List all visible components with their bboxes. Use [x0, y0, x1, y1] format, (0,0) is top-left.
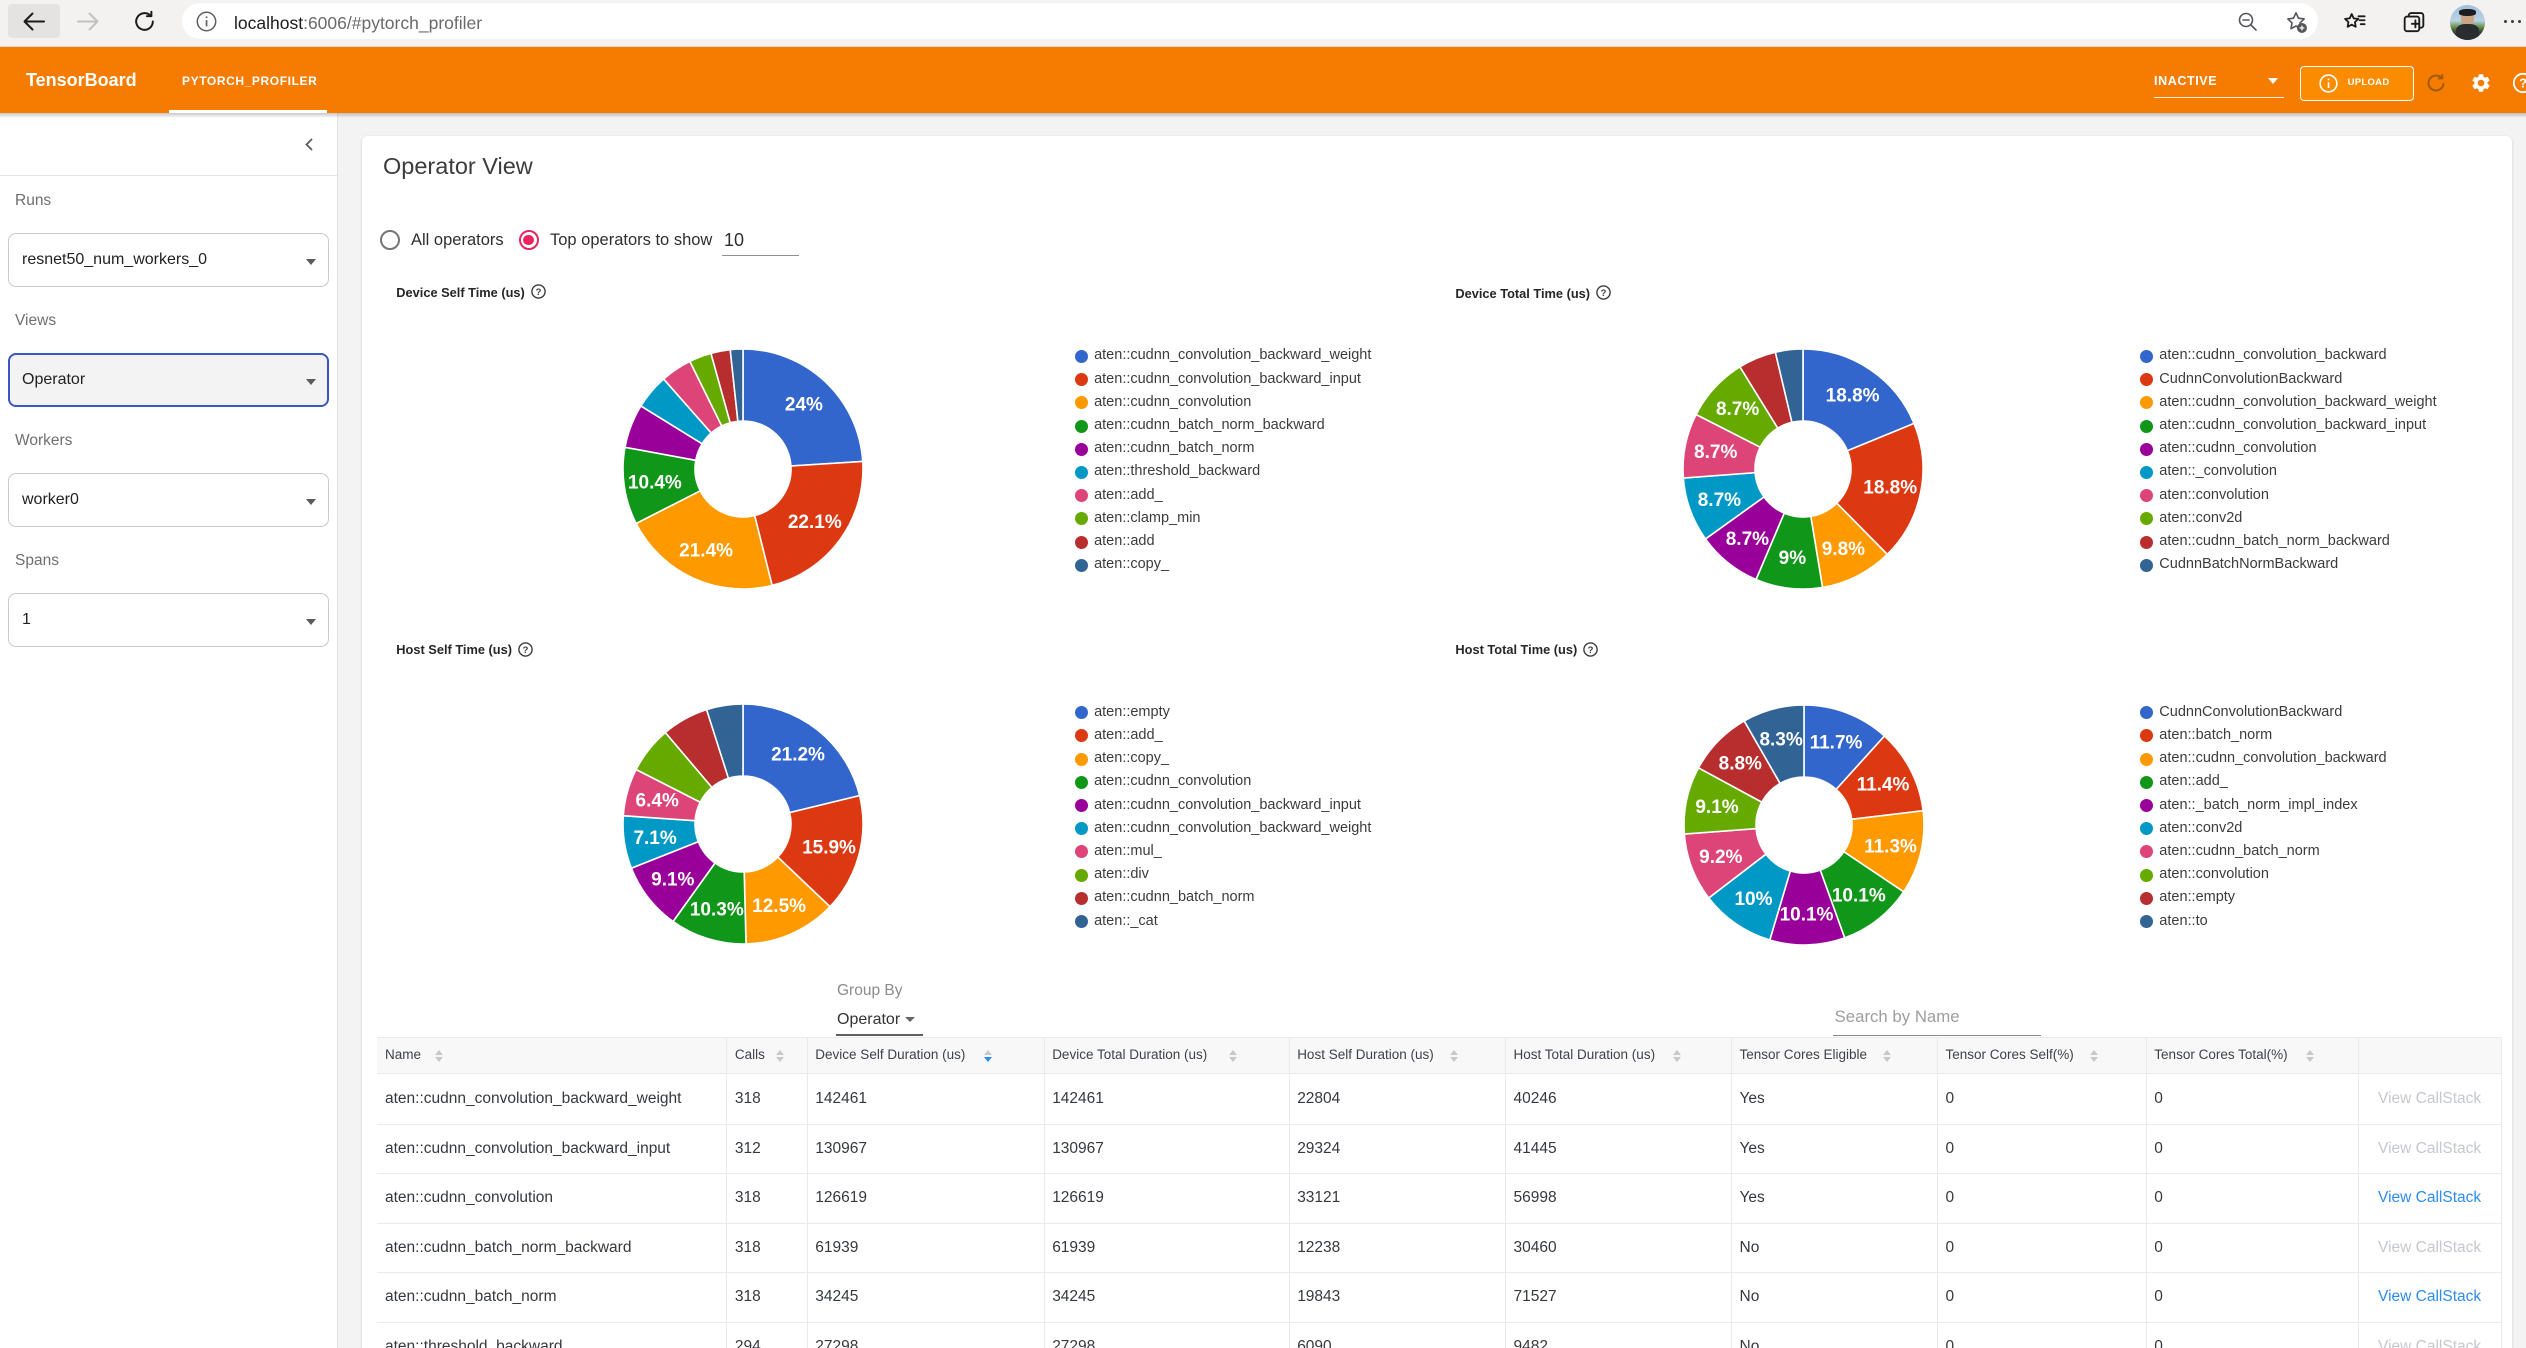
svg-text:11.7%: 11.7%: [1809, 732, 1862, 753]
svg-text:?: ?: [535, 287, 541, 298]
svg-text:10.4%: 10.4%: [627, 472, 681, 493]
svg-text:18.8%: 18.8%: [1863, 477, 1917, 498]
svg-text:9.2%: 9.2%: [1699, 847, 1742, 868]
svg-text:21.4%: 21.4%: [679, 540, 733, 561]
svg-text:21.2%: 21.2%: [771, 745, 825, 766]
svg-text:9.1%: 9.1%: [651, 870, 694, 891]
svg-text:10.3%: 10.3%: [690, 900, 744, 921]
svg-text:12.5%: 12.5%: [752, 896, 806, 917]
svg-text:9.1%: 9.1%: [1695, 796, 1738, 817]
svg-text:6.4%: 6.4%: [636, 791, 679, 812]
svg-text:?: ?: [1588, 645, 1594, 656]
svg-text:11.3%: 11.3%: [1864, 836, 1917, 857]
svg-text:9.8%: 9.8%: [1822, 538, 1865, 559]
svg-text:18.8%: 18.8%: [1826, 385, 1880, 406]
svg-text:?: ?: [523, 645, 529, 656]
svg-text:7.1%: 7.1%: [633, 828, 676, 849]
svg-text:15.9%: 15.9%: [802, 838, 856, 859]
svg-text:?: ?: [2519, 75, 2526, 90]
svg-text:10.1%: 10.1%: [1831, 885, 1885, 906]
svg-text:10%: 10%: [1734, 888, 1772, 909]
svg-text:8.8%: 8.8%: [1718, 753, 1761, 774]
svg-text:8.7%: 8.7%: [1716, 399, 1759, 420]
svg-text:11.4%: 11.4%: [1856, 774, 1909, 795]
svg-text:8.7%: 8.7%: [1694, 442, 1737, 463]
svg-text:8.7%: 8.7%: [1698, 489, 1741, 510]
svg-text:?: ?: [1601, 288, 1607, 299]
svg-text:8.3%: 8.3%: [1759, 729, 1802, 750]
svg-text:10.1%: 10.1%: [1779, 904, 1833, 925]
svg-text:9%: 9%: [1779, 547, 1807, 568]
svg-text:22.1%: 22.1%: [787, 512, 841, 533]
svg-text:8.7%: 8.7%: [1726, 529, 1769, 550]
svg-text:24%: 24%: [784, 394, 822, 415]
